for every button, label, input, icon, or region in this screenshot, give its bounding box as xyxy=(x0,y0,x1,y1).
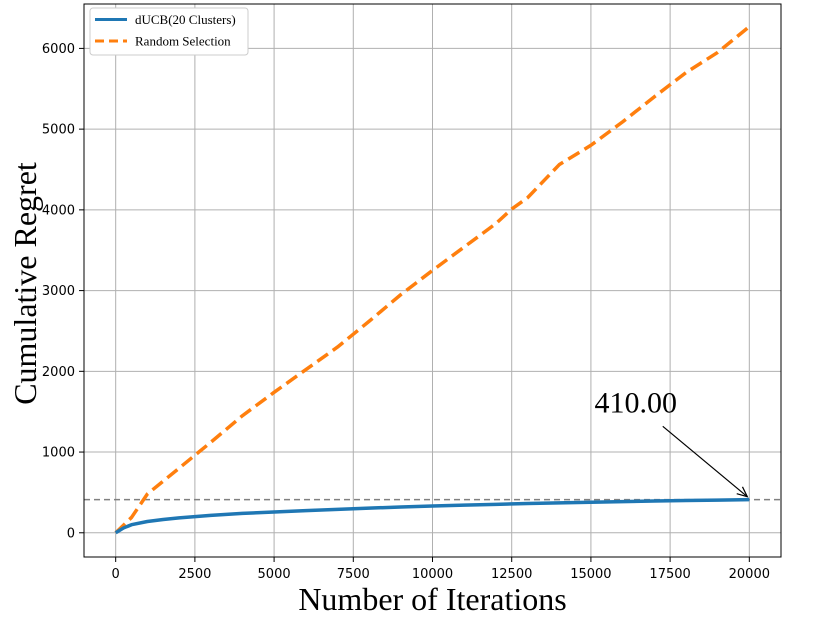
x-tick-label: 7500 xyxy=(337,567,370,582)
y-tick-label: 2000 xyxy=(42,365,75,380)
series-line-random xyxy=(114,25,751,535)
x-tick-label: 2500 xyxy=(178,567,211,582)
series-line-ducb xyxy=(114,497,750,535)
y-tick-label: 5000 xyxy=(42,123,75,138)
legend-box xyxy=(89,7,249,56)
legend-label-random: Random Selection xyxy=(135,34,231,49)
y-tick-label: 1000 xyxy=(42,446,75,461)
x-tick-label: 15000 xyxy=(570,567,611,582)
y-tick-label: 4000 xyxy=(42,203,75,218)
annotation-label: 410.00 xyxy=(595,386,678,419)
x-tick-label: 12500 xyxy=(491,567,532,582)
annotation-arrowhead xyxy=(736,486,749,498)
x-tick-label: 20000 xyxy=(729,567,770,582)
x-tick-label: 0 xyxy=(112,567,120,582)
legend-label-ducb: dUCB(20 Clusters) xyxy=(135,12,236,27)
legend: dUCB(20 Clusters) Random Selection xyxy=(89,7,249,56)
y-tick-label: 6000 xyxy=(42,42,75,57)
y-tick-label: 0 xyxy=(67,526,75,541)
x-axis-label: Number of Iterations xyxy=(298,581,566,617)
x-tick-label: 17500 xyxy=(649,567,690,582)
y-tick-label: 3000 xyxy=(42,284,75,299)
annotation-layer xyxy=(662,425,749,498)
grid-layer xyxy=(84,4,781,557)
tick-layer: 0 2500 5000 7500 10000 12500 15000 17500 20000 0 1… xyxy=(42,42,770,582)
x-tick-label: 5000 xyxy=(258,567,291,582)
annotation-arrow xyxy=(662,425,748,498)
series-layer xyxy=(114,25,751,535)
x-tick-label: 10000 xyxy=(412,567,453,582)
y-axis-label: Cumulative Regret xyxy=(7,162,43,405)
